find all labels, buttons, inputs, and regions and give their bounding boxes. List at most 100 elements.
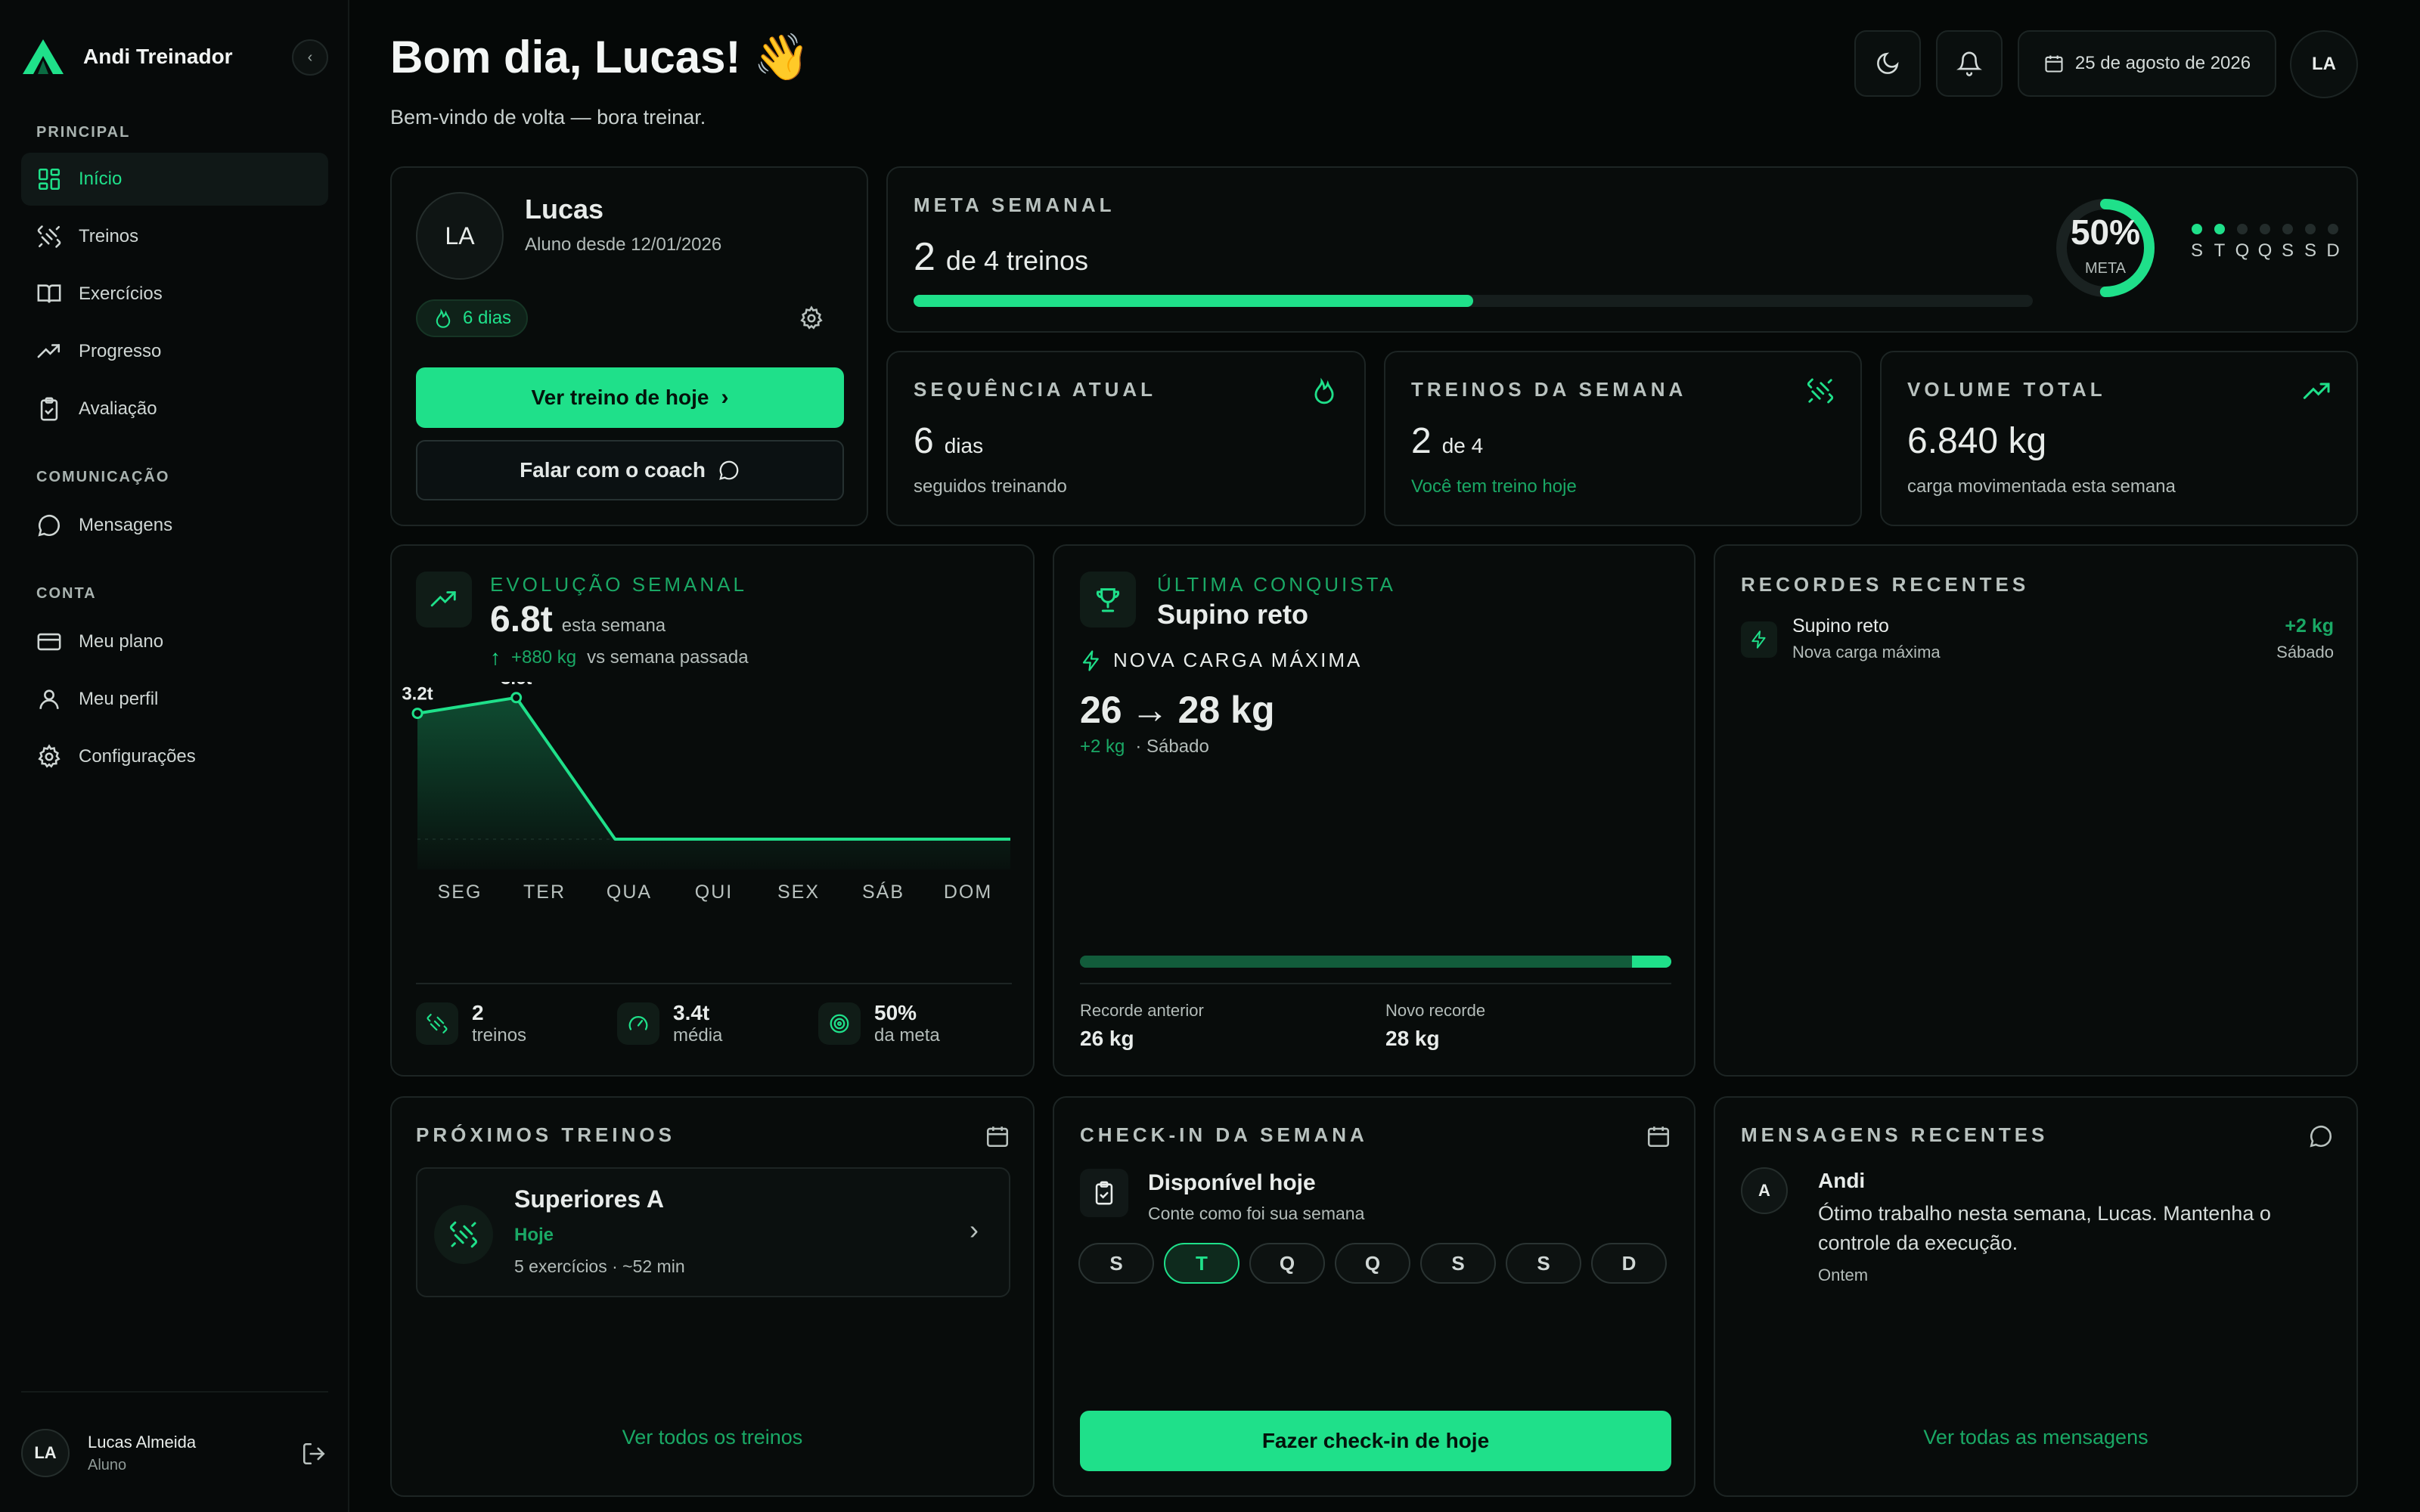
header-avatar[interactable]: LA <box>2290 30 2358 98</box>
stat-caption: carga movimentada esta semana <box>1907 476 2176 497</box>
recent-records-card: RECORDES RECENTES Supino reto Nova carga… <box>1714 544 2358 1077</box>
weekday-letter: S <box>2190 240 2203 261</box>
summary-workouts: 2 treinos <box>416 1001 526 1046</box>
chevron-right-icon: › <box>721 385 729 410</box>
chart-tick-label: DOM <box>944 881 992 903</box>
chart-point[interactable] <box>411 708 424 720</box>
gear-icon[interactable] <box>799 305 824 331</box>
list-item[interactable]: A Andi Ótimo trabalho nesta semana, Luca… <box>1741 1167 2334 1288</box>
view-all-messages-link[interactable]: Ver todas as mensagens <box>1923 1426 2149 1448</box>
achievement-when: · Sábado <box>1135 736 1209 757</box>
chart-data-label: 3.2t <box>402 684 433 705</box>
achievement-progress <box>1080 956 1671 968</box>
clipboard-check-icon <box>1095 1181 1113 1205</box>
stat-label: SEQUÊNCIA ATUAL <box>914 378 1157 401</box>
calendar-icon[interactable] <box>985 1123 1010 1149</box>
page-subtitle: Bem-vindo de volta — bora treinar. <box>390 106 706 129</box>
sidebar-item-mensagens[interactable]: Mensagens <box>21 499 328 552</box>
chart-point[interactable] <box>510 692 523 704</box>
weekday-dot <box>2214 224 2225 234</box>
sidebar: Andi Treinador ‹ PRINCIPAL Início Treino… <box>0 0 349 1512</box>
list-item[interactable]: Supino reto Nova carga máxima +2 kg Sába… <box>1741 615 2334 664</box>
streak-badge: 6 dias <box>416 299 529 337</box>
arrow-up-icon: ↑ <box>490 646 501 669</box>
talk-to-coach-button[interactable]: Falar com o coach <box>416 440 844 500</box>
sidebar-item-meu-plano[interactable]: Meu plano <box>21 615 328 668</box>
user-role: Aluno <box>88 1456 127 1473</box>
checkin-day-6[interactable]: D <box>1591 1243 1667 1284</box>
sidebar-item-avaliacao[interactable]: Avaliação <box>21 383 328 435</box>
record-subtitle: Nova carga máxima <box>1792 643 1941 662</box>
checkin-icon-box <box>1080 1169 1128 1217</box>
checkin-status-sub: Conte como foi sua semana <box>1148 1204 1365 1223</box>
checkin-day-4[interactable]: S <box>1420 1243 1496 1284</box>
sidebar-item-inicio[interactable]: Início <box>21 153 328 206</box>
checkin-day-2[interactable]: Q <box>1249 1243 1325 1284</box>
dumbbell-icon <box>37 225 61 248</box>
brand[interactable]: Andi Treinador <box>21 38 233 76</box>
nav-section-comunicacao: COMUNICAÇÃO <box>36 469 170 485</box>
summary-value: 3.4t <box>673 1001 710 1024</box>
summary-goal: 50% da meta <box>818 1001 940 1046</box>
stat-unit: de 4 <box>1441 434 1484 457</box>
bolt-icon <box>1751 631 1766 649</box>
sidebar-item-label: Meu plano <box>79 631 164 652</box>
do-checkin-button[interactable]: Fazer check-in de hoje <box>1080 1411 1671 1471</box>
weekday-dot <box>2305 224 2316 234</box>
chart-tick-label: QUA <box>607 881 652 903</box>
checkin-day-3[interactable]: Q <box>1335 1243 1410 1284</box>
record-title: Supino reto <box>1792 615 1889 637</box>
prev-record-label: Recorde anterior <box>1080 1001 1204 1020</box>
flame-icon <box>1314 377 1334 404</box>
current-date: 25 de agosto de 2026 <box>2074 53 2251 73</box>
sidebar-item-meu-perfil[interactable]: Meu perfil <box>21 673 328 726</box>
checkin-day-1[interactable]: T <box>1164 1243 1239 1284</box>
sidebar-item-label: Progresso <box>79 341 162 361</box>
weekday-dot <box>2328 224 2338 234</box>
checkin-day-5[interactable]: S <box>1506 1243 1581 1284</box>
prev-record-value: 26 kg <box>1080 1027 1134 1050</box>
view-all-workouts-link[interactable]: Ver todos os treinos <box>622 1426 803 1448</box>
workout-title: Superiores A <box>514 1185 664 1213</box>
sidebar-item-treinos[interactable]: Treinos <box>21 210 328 263</box>
calendar-icon[interactable] <box>1646 1123 1671 1149</box>
weekday-letter: Q <box>2235 240 2250 261</box>
summary-icon-box <box>818 1002 861 1045</box>
nav-section-conta: CONTA <box>36 585 97 602</box>
view-today-workout-button[interactable]: Ver treino de hoje › <box>416 367 844 428</box>
collapse-sidebar-button[interactable]: ‹ <box>292 39 328 76</box>
logout-icon[interactable] <box>301 1441 327 1467</box>
evolution-chart: 3.2t 3.6t SEG TER QUA QUI SEX SÁB DOM <box>402 682 1010 903</box>
target-icon <box>830 1014 849 1033</box>
streak-value: 6 dias <box>463 308 512 328</box>
gauge-icon <box>628 1016 648 1030</box>
sidebar-item-configuracoes[interactable]: Configurações <box>21 730 328 783</box>
workout-item-superiores-a[interactable]: Superiores A Hoje 5 exercícios · ~52 min… <box>416 1167 1010 1297</box>
chart-tick-label: SEG <box>438 881 482 903</box>
stat-card-weekly-workouts: TREINOS DA SEMANA 2 de 4 Você tem treino… <box>1384 351 1862 526</box>
user-footer[interactable]: LA Lucas Almeida Aluno <box>21 1429 196 1477</box>
trending-up-icon <box>430 591 456 607</box>
goal-ring <box>2056 199 2155 297</box>
avatar: LA <box>21 1429 70 1477</box>
achievement-label: ÚLTIMA CONQUISTA <box>1157 573 1396 596</box>
chat-icon[interactable] <box>2308 1123 2334 1149</box>
sidebar-item-label: Exercícios <box>79 284 163 304</box>
nav-section-principal: PRINCIPAL <box>36 124 131 141</box>
checkin-day-0[interactable]: S <box>1078 1243 1154 1284</box>
sidebar-item-exercicios[interactable]: Exercícios <box>21 268 328 321</box>
goal-percent: 50% <box>2070 212 2141 252</box>
weekly-goal-label: META SEMANAL <box>914 194 1115 216</box>
button-label: Ver treino de hoje <box>531 386 709 409</box>
sidebar-item-progresso[interactable]: Progresso <box>21 325 328 378</box>
chart-divider <box>416 983 1012 984</box>
theme-toggle-button[interactable] <box>1854 30 1921 97</box>
bell-icon <box>1956 51 1982 76</box>
notifications-button[interactable] <box>1936 30 2003 97</box>
date-button[interactable]: 25 de agosto de 2026 <box>2018 30 2276 97</box>
sidebar-divider <box>21 1391 328 1393</box>
weekly-goal-count: 2 <box>914 235 935 279</box>
upcoming-label: PRÓXIMOS TREINOS <box>416 1123 675 1146</box>
achievement-tag: NOVA CARGA MÁXIMA <box>1113 649 1363 671</box>
stat-value: 6 <box>914 421 934 461</box>
